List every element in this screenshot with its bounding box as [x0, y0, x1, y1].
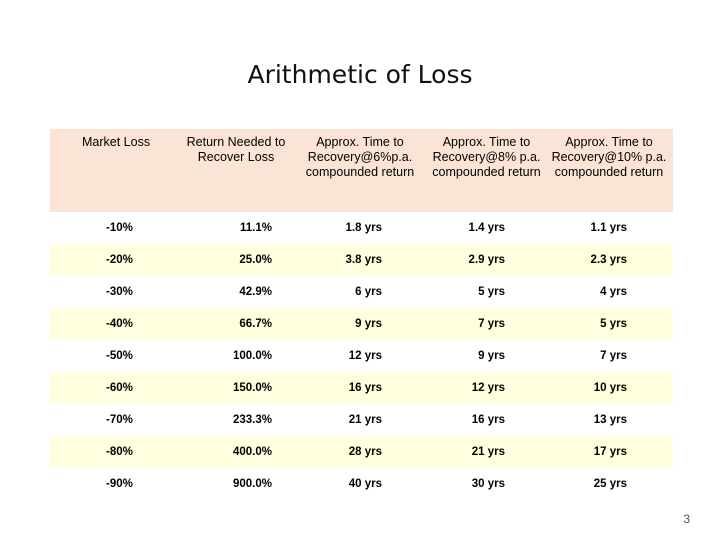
time-8pct-cell: 1.4 yrs [468, 222, 505, 234]
market-loss-cell: -80% [50, 436, 180, 468]
time-8pct-cell: 21 yrs [428, 436, 545, 468]
return-needed-cell: 66.7% [180, 308, 292, 340]
return-needed-cell: 900.0% [232, 478, 272, 490]
time-10pct-cell: 10 yrs [545, 372, 673, 404]
time-8pct-cell: 7 yrs [428, 308, 545, 340]
time-8pct-cell: 12 yrs [428, 372, 545, 404]
market-loss-cell: -10% [106, 222, 133, 234]
time-10pct-cell: 7 yrs [600, 350, 627, 362]
table-row: -70% 233.3% 21 yrs 16 yrs 13 yrs [50, 404, 673, 436]
time-10pct-cell: 2.3 yrs [545, 244, 673, 276]
page-number: 3 [683, 512, 690, 526]
return-needed-cell: 400.0% [180, 436, 292, 468]
slide-title: Arithmetic of Loss [247, 60, 473, 89]
table-row: -80% 400.0% 28 yrs 21 yrs 17 yrs [50, 436, 673, 468]
time-6pct-cell: 28 yrs [292, 436, 428, 468]
market-loss-cell: -50% [106, 350, 133, 362]
table-row: -10% 11.1% 1.8 yrs 1.4 yrs 1.1 yrs [50, 212, 673, 244]
return-needed-cell: 150.0% [180, 372, 292, 404]
time-6pct-cell: 1.8 yrs [345, 222, 382, 234]
time-8pct-cell: 16 yrs [471, 414, 505, 426]
time-6pct-cell: 6 yrs [355, 286, 382, 298]
market-loss-cell: -90% [106, 478, 133, 490]
time-10pct-cell: 25 yrs [593, 478, 627, 490]
market-loss-cell: -30% [106, 286, 133, 298]
table-row: -60% 150.0% 16 yrs 12 yrs 10 yrs [50, 372, 673, 404]
market-loss-cell: -20% [50, 244, 180, 276]
time-10pct-cell: 13 yrs [593, 414, 627, 426]
header-return-needed: Return Needed to Recover Loss [180, 129, 292, 212]
time-8pct-cell: 30 yrs [471, 478, 505, 490]
time-8pct-cell: 5 yrs [478, 286, 505, 298]
time-10pct-cell: 17 yrs [545, 436, 673, 468]
table-header-row: Market Loss Return Needed to Recover Los… [50, 129, 673, 212]
return-needed-cell: 233.3% [232, 414, 272, 426]
header-time-10pct: Approx. Time to Recovery@10% p.a. compou… [545, 129, 673, 212]
return-needed-cell: 100.0% [232, 350, 272, 362]
table-row: -20% 25.0% 3.8 yrs 2.9 yrs 2.3 yrs [50, 244, 673, 276]
header-time-6pct: Approx. Time to Recovery@6%p.a. compound… [292, 129, 428, 212]
time-6pct-cell: 12 yrs [348, 350, 382, 362]
table-row: -40% 66.7% 9 yrs 7 yrs 5 yrs [50, 308, 673, 340]
time-10pct-cell: 5 yrs [545, 308, 673, 340]
table-row: -90% 900.0% 40 yrs 30 yrs 25 yrs [50, 468, 673, 500]
time-6pct-cell: 3.8 yrs [292, 244, 428, 276]
table-row: -30% 42.9% 6 yrs 5 yrs 4 yrs [50, 276, 673, 308]
loss-recovery-table: Market Loss Return Needed to Recover Los… [50, 129, 673, 500]
time-8pct-cell: 9 yrs [478, 350, 505, 362]
market-loss-cell: -40% [50, 308, 180, 340]
return-needed-cell: 25.0% [180, 244, 292, 276]
time-6pct-cell: 9 yrs [292, 308, 428, 340]
return-needed-cell: 11.1% [240, 222, 272, 234]
table-row: -50% 100.0% 12 yrs 9 yrs 7 yrs [50, 340, 673, 372]
time-6pct-cell: 40 yrs [348, 478, 382, 490]
time-8pct-cell: 2.9 yrs [428, 244, 545, 276]
time-6pct-cell: 16 yrs [292, 372, 428, 404]
time-10pct-cell: 1.1 yrs [590, 222, 627, 234]
market-loss-cell: -60% [50, 372, 180, 404]
return-needed-cell: 42.9% [239, 286, 272, 298]
header-time-8pct: Approx. Time to Recovery@8% p.a. compoun… [428, 129, 545, 212]
market-loss-cell: -70% [106, 414, 133, 426]
time-10pct-cell: 4 yrs [600, 286, 627, 298]
time-6pct-cell: 21 yrs [348, 414, 382, 426]
header-market-loss: Market Loss [50, 129, 180, 212]
